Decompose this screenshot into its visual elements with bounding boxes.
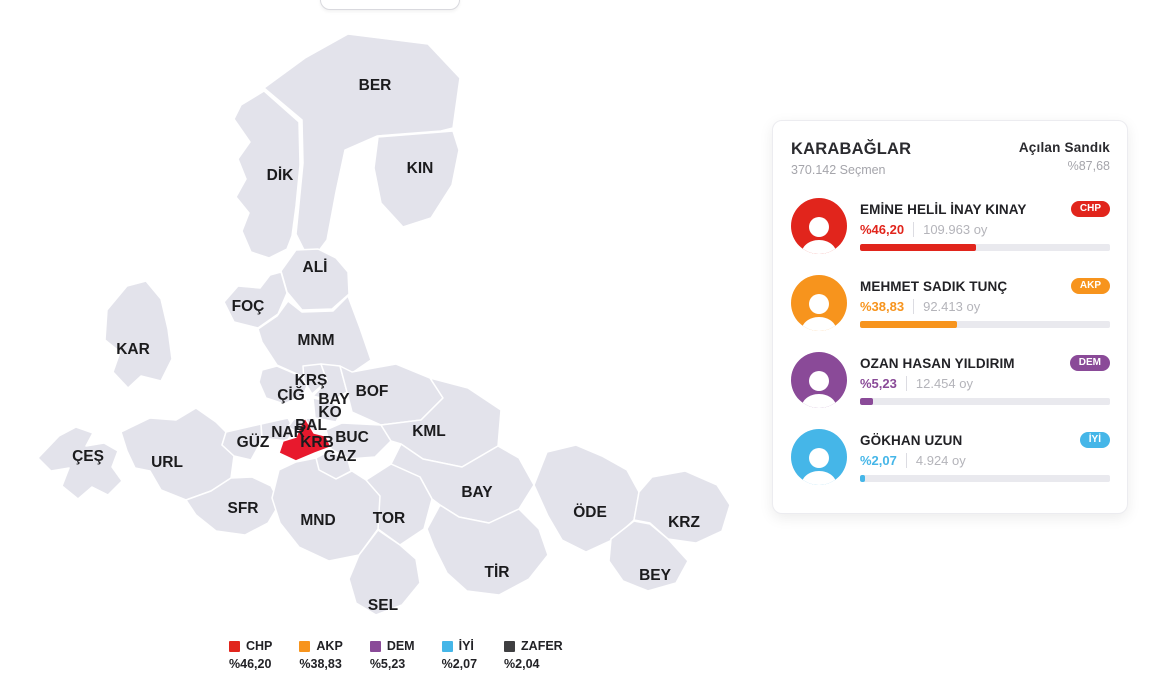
legend-item: İYİ %2,07 xyxy=(441,639,478,671)
legend-color-swatch xyxy=(299,640,311,652)
vote-bar-fill xyxy=(860,398,874,405)
party-badge: İYİ xyxy=(1079,432,1110,448)
legend-color-swatch xyxy=(229,640,240,652)
results-panel: KARABAĞLAR 370.142 Seçmen Açılan Sandık … xyxy=(772,120,1128,514)
vote-bar xyxy=(860,398,1110,405)
district-nar[interactable] xyxy=(260,417,295,442)
district-kin[interactable] xyxy=(373,130,460,228)
person-silhouette-icon xyxy=(801,448,837,485)
opened-ballot-value: %87,68 xyxy=(1067,159,1110,173)
district-ko[interactable] xyxy=(312,397,343,423)
vote-bar-fill xyxy=(860,475,866,482)
district-mnd[interactable] xyxy=(271,457,381,562)
avatar xyxy=(791,352,847,408)
legend-item: AKP %38,83 xyxy=(299,639,343,671)
person-silhouette-icon xyxy=(801,294,837,331)
candidate-percent: %5,23 xyxy=(860,376,897,391)
candidate-votes: 92.413 oy xyxy=(913,299,980,314)
legend-party: CHP xyxy=(246,639,273,653)
legend-percent: %5,23 xyxy=(369,657,406,671)
candidate-votes: 12.454 oy xyxy=(905,376,973,391)
vote-bar-fill xyxy=(860,321,958,328)
legend-color-swatch xyxy=(441,640,453,652)
district-kar[interactable] xyxy=(104,280,173,389)
vote-bar xyxy=(860,475,1110,482)
legend-color-swatch xyxy=(369,640,381,652)
district-tir[interactable] xyxy=(426,504,549,596)
legend-item: ZAFER %2,04 xyxy=(504,639,563,671)
legend-color-swatch xyxy=(504,640,516,652)
voter-count: 370.142 Seçmen xyxy=(791,163,886,177)
legend-party: AKP xyxy=(316,639,343,653)
candidate-percent: %46,20 xyxy=(860,222,905,237)
candidate-row: GÖKHAN UZUN İYİ %2,07 4.924 oy xyxy=(791,429,1110,485)
district-bey[interactable] xyxy=(608,520,689,592)
district-title: KARABAĞLAR xyxy=(791,140,912,158)
district-krs[interactable] xyxy=(302,363,328,395)
party-badge: CHP xyxy=(1070,201,1110,217)
party-badge: AKP xyxy=(1070,278,1110,294)
candidate-name: GÖKHAN UZUN xyxy=(860,432,963,448)
vote-bar xyxy=(860,244,1110,251)
candidate-votes: 109.963 oy xyxy=(913,222,987,237)
candidate-row: MEHMET SADIK TUNÇ AKP %38,83 92.413 oy xyxy=(791,275,1110,331)
legend-percent: %46,20 xyxy=(229,657,272,671)
candidate-row: OZAN HASAN YILDIRIM DEM %5,23 12.454 oy xyxy=(791,352,1110,408)
legend-percent: %2,07 xyxy=(441,657,478,671)
vote-bar-fill xyxy=(860,244,976,251)
district-sel[interactable] xyxy=(348,529,421,616)
party-legend: CHP %46,20 AKP %38,83 DEM %5,23 İYİ %2,0… xyxy=(229,639,563,671)
legend-party: İYİ xyxy=(458,639,474,653)
legend-item: CHP %46,20 xyxy=(229,639,272,671)
candidate-name: EMİNE HELİL İNAY KINAY xyxy=(860,201,1027,217)
vote-bar xyxy=(860,321,1110,328)
district-ces[interactable] xyxy=(37,426,123,500)
legend-item: DEM %5,23 xyxy=(369,639,415,671)
candidate-percent: %38,83 xyxy=(860,299,905,314)
candidate-votes: 4.924 oy xyxy=(905,453,966,468)
party-badge: DEM xyxy=(1069,355,1110,371)
opened-ballot-label: Açılan Sandık xyxy=(1018,140,1110,155)
district-ber[interactable] xyxy=(263,33,461,253)
district-krz[interactable] xyxy=(633,470,731,544)
avatar xyxy=(791,429,847,485)
district-ali[interactable] xyxy=(280,248,350,311)
legend-percent: %38,83 xyxy=(299,657,342,671)
legend-party: ZAFER xyxy=(521,639,563,653)
results-panel-header: KARABAĞLAR 370.142 Seçmen Açılan Sandık … xyxy=(791,140,1110,177)
person-silhouette-icon xyxy=(801,217,837,254)
district-buc[interactable] xyxy=(325,422,392,460)
legend-party: DEM xyxy=(386,639,415,653)
avatar xyxy=(791,198,847,254)
person-silhouette-icon xyxy=(801,371,837,408)
district-krb[interactable] xyxy=(278,417,332,462)
legend-percent: %2,04 xyxy=(504,657,540,671)
district-dik[interactable] xyxy=(233,90,301,259)
avatar xyxy=(791,275,847,331)
candidate-name: MEHMET SADIK TUNÇ xyxy=(860,278,1008,294)
candidate-percent: %2,07 xyxy=(860,453,897,468)
candidate-name: OZAN HASAN YILDIRIM xyxy=(860,355,1015,371)
district-foc[interactable] xyxy=(223,271,288,329)
candidate-row: EMİNE HELİL İNAY KINAY CHP %46,20 109.96… xyxy=(791,198,1110,254)
